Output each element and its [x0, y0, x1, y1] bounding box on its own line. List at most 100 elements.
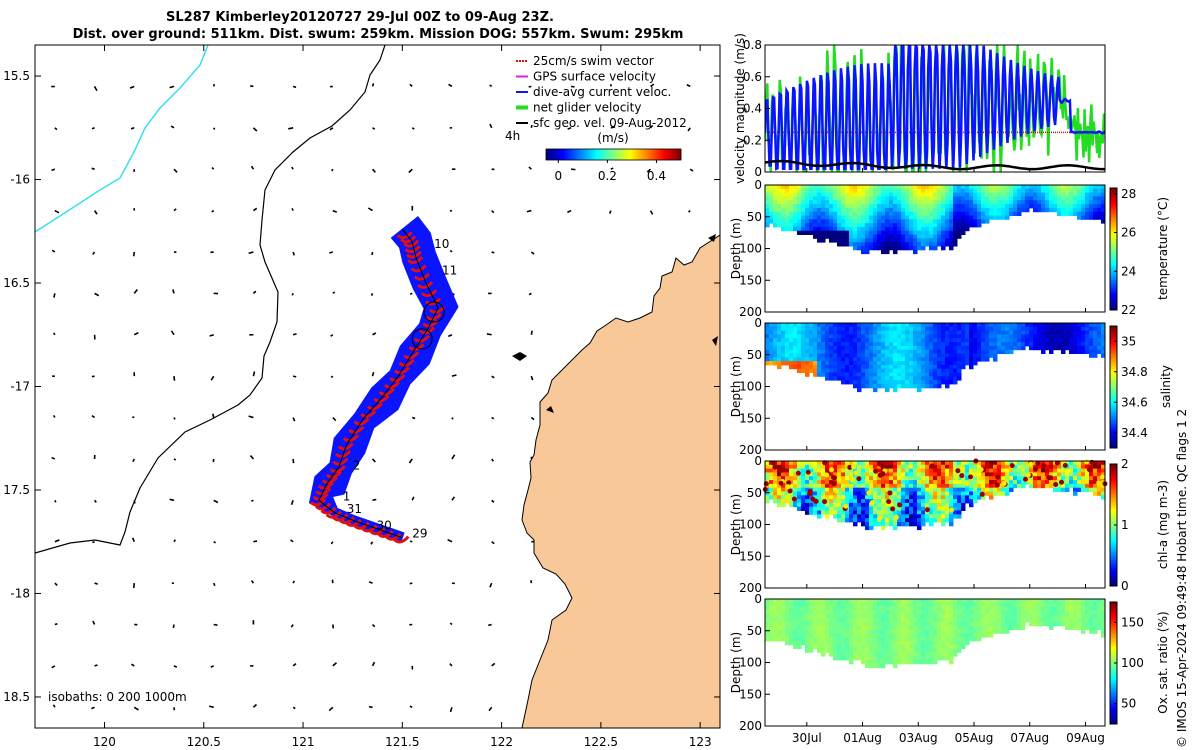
temperature-cell	[941, 234, 946, 239]
temperature-colorbar-cell	[1110, 249, 1117, 252]
salinity-cell	[989, 345, 994, 351]
oxygen-cell	[825, 644, 830, 649]
chla-cell	[853, 483, 858, 489]
oxygen-cell	[941, 644, 946, 649]
oxygen-cell	[905, 599, 910, 604]
chla-cell	[1005, 480, 1010, 485]
temperature-cell	[849, 234, 854, 239]
temperature-cell	[1077, 215, 1082, 220]
salinity-cell	[1029, 323, 1034, 328]
salinity-cell	[977, 323, 982, 328]
temperature-cell	[853, 242, 858, 247]
colorbar-cell	[642, 149, 644, 160]
temperature-cell	[905, 242, 910, 247]
salinity-cell	[765, 357, 770, 362]
salinity-cell	[917, 364, 922, 370]
chla-cell	[889, 468, 894, 473]
temperature-cell	[981, 200, 986, 205]
oxygen-cell	[961, 618, 966, 623]
chla-cell	[773, 480, 778, 485]
oxygen-cell	[921, 618, 926, 623]
oxygen-cell	[1017, 610, 1022, 615]
colorbar-cell	[585, 149, 587, 160]
chla-cell	[913, 518, 918, 523]
salinity-colorbar-cell	[1110, 328, 1117, 331]
salinity-cell	[977, 338, 982, 343]
chla-cbar-tick-label: 1	[1121, 518, 1129, 532]
temperature-cell	[933, 192, 938, 197]
oxygen-cell	[801, 606, 806, 611]
oxygen-cell	[853, 614, 858, 619]
salinity-cell	[973, 342, 978, 347]
salinity-cell	[1049, 326, 1054, 332]
temperature-cell	[953, 234, 958, 239]
salinity-cell	[1005, 349, 1010, 354]
salinity-cell	[845, 342, 850, 347]
chla-cell	[793, 491, 798, 496]
salinity-cell	[1037, 330, 1042, 335]
colorbar-cell	[597, 149, 599, 160]
chla-cell	[913, 461, 918, 466]
oxygen-cell	[781, 599, 786, 604]
oxygen-cell	[969, 633, 974, 638]
salinity-cell	[905, 380, 910, 385]
temperature-cell	[781, 207, 786, 213]
oxygen-cell	[1037, 599, 1042, 604]
temperature-cell	[785, 215, 790, 220]
colorbar-cell	[571, 149, 573, 160]
salinity-cell	[993, 330, 998, 335]
oxygen-cell	[981, 625, 986, 630]
map-colorbar: 4h (m/s) 0 0.2 0.4	[505, 129, 682, 183]
chla-point	[778, 480, 784, 486]
chla-cell	[1057, 487, 1062, 492]
salinity-cell	[781, 357, 786, 362]
vector-arrow	[448, 83, 453, 88]
temperature-cell	[841, 242, 846, 247]
chla-cell	[869, 495, 874, 500]
chla-cell	[1073, 487, 1078, 492]
chla-cell	[1029, 468, 1034, 473]
chla-cell	[893, 499, 898, 504]
chla-point	[785, 484, 791, 490]
salinity-cell	[885, 361, 890, 366]
chla-cell	[873, 499, 878, 504]
chla-cell	[789, 491, 794, 496]
chla-cell	[849, 480, 854, 485]
chla-cell	[765, 499, 770, 504]
temperature-cell	[773, 192, 778, 197]
chla-cell	[1069, 476, 1074, 481]
temperature-cell	[961, 211, 966, 216]
chla-cell	[897, 514, 902, 519]
chla-cell	[885, 522, 890, 527]
salinity-cell	[901, 372, 906, 377]
salinity-cell	[917, 330, 922, 335]
chla-cell	[913, 506, 918, 511]
salinity-cell	[953, 342, 958, 347]
salinity-cell	[837, 361, 842, 366]
temperature-cell	[1009, 188, 1014, 194]
salinity-cell	[1057, 326, 1062, 332]
temperature-cell	[785, 223, 790, 228]
salinity-cell	[901, 376, 906, 381]
temperature-cell	[1081, 211, 1086, 216]
temperature-cell	[841, 215, 846, 220]
temperature-colorbar-cell	[1110, 275, 1117, 278]
temperature-cell	[901, 215, 906, 220]
chla-cell	[877, 495, 882, 500]
salinity-cell	[769, 330, 774, 335]
temperature-cell	[841, 223, 846, 228]
colorbar-cell	[550, 149, 552, 160]
chla-cell	[1009, 483, 1014, 489]
salinity-cell	[957, 345, 962, 351]
oxygen-cell	[837, 652, 842, 657]
oxygen-cell	[969, 602, 974, 608]
chla-cell	[1033, 461, 1038, 466]
salinity-cell	[1097, 334, 1102, 339]
salinity-cell	[941, 376, 946, 381]
oxygen-cell	[941, 640, 946, 646]
chla-cell	[933, 468, 938, 473]
oxygen-cell	[845, 610, 850, 615]
temperature-ytick-label: 0	[754, 178, 762, 192]
chla-cell	[849, 483, 854, 489]
oxygen-cell	[1029, 599, 1034, 604]
